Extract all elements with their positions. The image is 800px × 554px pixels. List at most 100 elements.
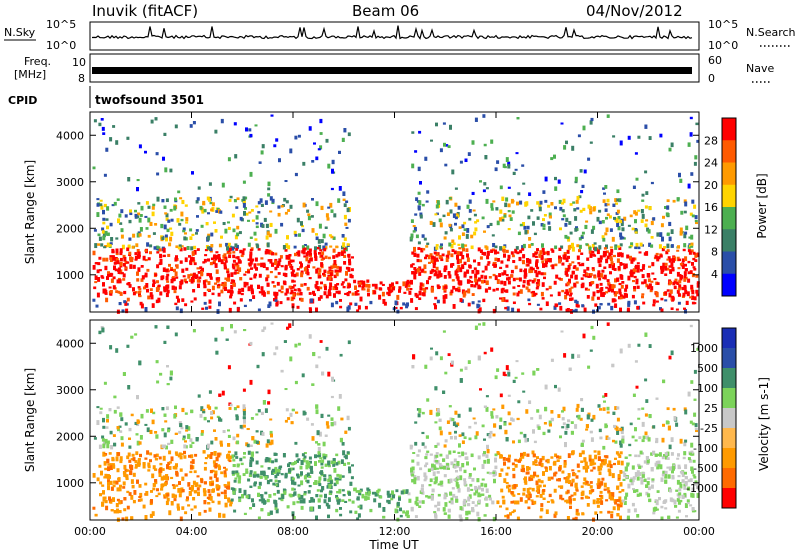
echo-cell [544, 199, 548, 203]
echo-cell [227, 485, 231, 490]
echo-cell [443, 288, 447, 292]
echo-cell [205, 306, 208, 310]
echo-cell [173, 205, 177, 211]
echo-cell [612, 298, 616, 303]
echo-cell [414, 213, 418, 216]
echo-cell [327, 270, 331, 274]
echo-cell [550, 476, 554, 480]
echo-cell [414, 421, 418, 424]
echo-cell [357, 505, 361, 508]
echo-cell [615, 218, 619, 223]
echo-cell [626, 462, 630, 465]
echo-cell [116, 426, 120, 430]
echo-cell [340, 459, 344, 464]
echo-cell [419, 285, 423, 291]
echo-cell [180, 245, 184, 248]
echo-cell [267, 389, 271, 395]
echo-cell [294, 135, 298, 140]
echo-cell [616, 513, 620, 517]
echo-cell [125, 516, 129, 522]
echo-cell [96, 269, 100, 274]
echo-cell [418, 505, 422, 509]
echo-cell [337, 406, 341, 411]
echo-cell [265, 267, 269, 271]
echo-cell [477, 455, 481, 460]
echo-cell [110, 486, 114, 491]
echo-cell [294, 441, 298, 445]
echo-cell [411, 473, 415, 477]
echo-cell [494, 167, 498, 172]
echo-cell [191, 233, 195, 236]
echo-cell [553, 472, 557, 477]
echo-cell [613, 305, 617, 308]
echo-cell [208, 493, 212, 497]
echo-cell [256, 473, 260, 478]
echo-cell [440, 484, 444, 487]
echo-cell [456, 259, 460, 265]
echo-cell [450, 461, 454, 466]
echo-cell [499, 393, 503, 398]
echo-cell [265, 277, 269, 282]
echo-cell [348, 466, 351, 471]
echo-cell [311, 436, 315, 441]
echo-cell [637, 454, 641, 458]
colorbar-frame [721, 117, 737, 297]
echo-cell [545, 288, 549, 291]
echo-cell [454, 424, 458, 428]
echo-cell [413, 477, 417, 481]
echo-cell [463, 221, 467, 225]
echo-cell [683, 441, 687, 447]
echo-cell [398, 286, 402, 290]
echo-cell [542, 489, 546, 492]
echo-cell [541, 490, 545, 495]
echo-cell [613, 216, 616, 220]
echo-cell [149, 513, 153, 518]
echo-cell [321, 371, 325, 376]
echo-cell [618, 282, 622, 286]
echo-cell [662, 262, 666, 267]
echo-cell [678, 466, 681, 470]
echo-cell [592, 335, 596, 340]
echo-cell [102, 451, 106, 457]
echo-cell [672, 407, 676, 411]
echo-cell [530, 243, 534, 246]
echo-cell [288, 468, 292, 473]
echo-cell [517, 192, 521, 196]
echo-cell [483, 459, 487, 464]
echo-cell [515, 360, 519, 363]
echo-cell [271, 281, 275, 284]
echo-cell [589, 481, 593, 484]
echo-cell [473, 231, 477, 236]
echo-cell [644, 223, 648, 228]
echo-cell [533, 292, 537, 297]
echo-cell [147, 469, 151, 472]
echo-cell [458, 455, 462, 458]
echo-cell [544, 263, 548, 268]
echo-cell [480, 274, 484, 279]
echo-cell [588, 246, 592, 251]
echo-cell [465, 510, 469, 516]
echo-cell [593, 275, 597, 279]
echo-cell [250, 247, 254, 251]
echo-cell [640, 219, 644, 223]
echo-cell [451, 263, 455, 266]
echo-cell [600, 459, 604, 462]
echo-cell [664, 273, 668, 276]
echo-cell [634, 219, 637, 224]
echo-cell [462, 292, 466, 298]
echo-cell [392, 494, 395, 499]
echo-cell [326, 485, 330, 489]
echo-cell [617, 478, 621, 481]
echo-cell [684, 471, 687, 475]
echo-cell [574, 482, 578, 488]
echo-cell [501, 287, 505, 291]
echo-cell [185, 498, 189, 502]
echo-cell [617, 226, 621, 231]
echo-cell [274, 292, 278, 297]
echo-cell [672, 257, 675, 263]
echo-cell [514, 500, 517, 505]
echo-cell [649, 289, 653, 293]
echo-cell [299, 500, 303, 504]
echo-cell [179, 260, 183, 264]
echo-cell [155, 245, 159, 249]
